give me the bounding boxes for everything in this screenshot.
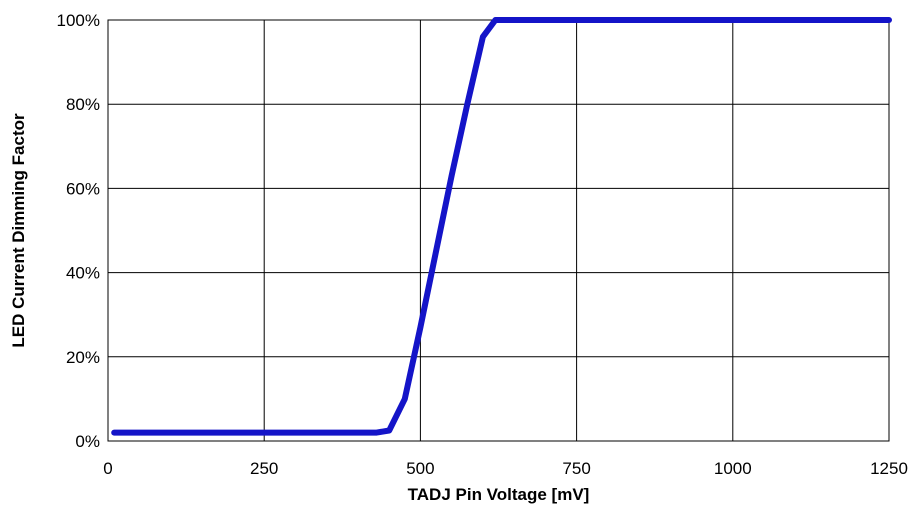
y-tick-label: 20%: [66, 348, 100, 367]
y-tick-label: 60%: [66, 179, 100, 198]
y-tick-label: 100%: [57, 11, 100, 30]
plot-area: [107, 19, 890, 442]
x-tick-label: 750: [562, 459, 590, 478]
grid: [107, 19, 890, 442]
x-axis: 0 250 500 750 1000 1250: [103, 459, 908, 478]
y-axis: 0% 20% 40% 60% 80% 100%: [57, 11, 100, 451]
x-tick-label: 250: [250, 459, 278, 478]
x-tick-label: 1250: [870, 459, 908, 478]
y-tick-label: 0%: [75, 432, 100, 451]
x-tick-label: 0: [103, 459, 112, 478]
y-tick-label: 40%: [66, 264, 100, 283]
y-tick-label: 80%: [66, 95, 100, 114]
x-axis-title: TADJ Pin Voltage [mV]: [408, 485, 590, 504]
x-tick-label: 500: [406, 459, 434, 478]
x-tick-label: 1000: [714, 459, 752, 478]
y-axis-title: LED Current Dimming Factor: [9, 113, 28, 348]
series-line: [111, 17, 892, 436]
